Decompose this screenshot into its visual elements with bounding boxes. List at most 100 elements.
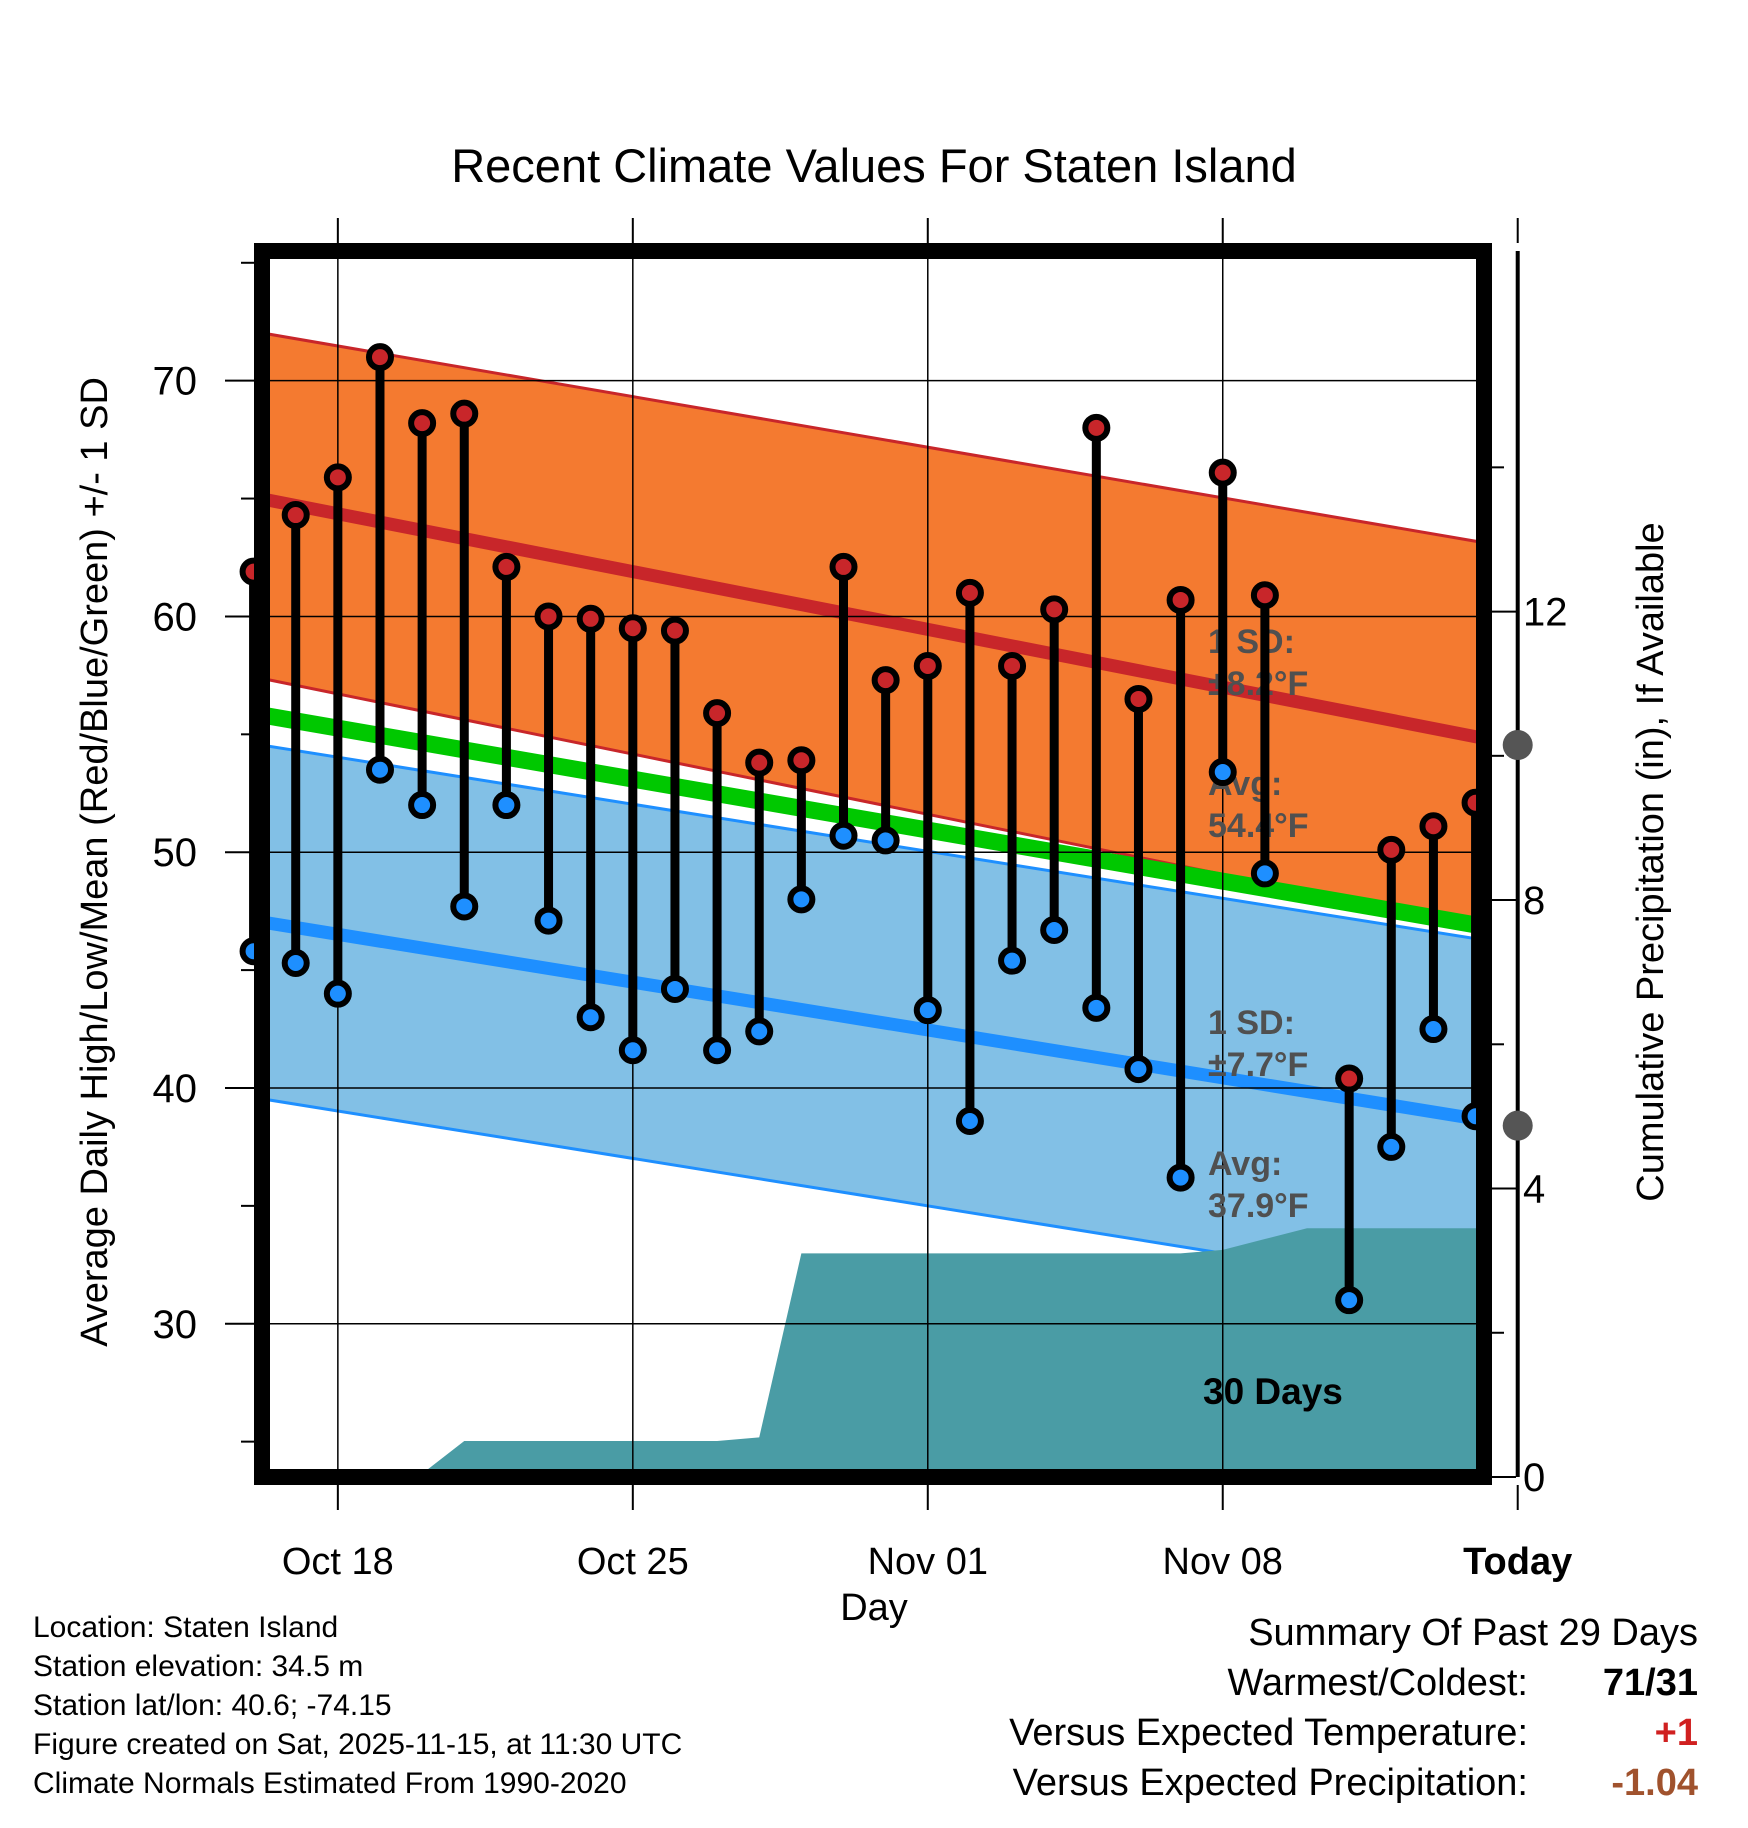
chart-title: Recent Climate Values For Staten Island (451, 139, 1297, 192)
temperature-departure-value: +1 (1654, 1712, 1698, 1754)
station-latlon: Station lat/lon: 40.6; -74.15 (33, 1689, 392, 1722)
daily-high-point (871, 666, 900, 695)
low-avg-line (262, 915, 1484, 1127)
daily-low-point (450, 892, 479, 921)
precipitation-departure-row: Versus Expected Precipitation: -1.04 (798, 1758, 1698, 1808)
daily-low-point (1082, 993, 1111, 1022)
low-sd-value: ±7.7°F (1208, 1046, 1308, 1084)
daily-high-point (1124, 684, 1153, 713)
y2-tick-label: 12 (1523, 591, 1568, 635)
daily-temperature-layer (239, 343, 1490, 1315)
daily-high-point (1166, 585, 1195, 614)
today-period-label: 30 Days (1203, 1371, 1343, 1412)
daily-low-point (618, 1036, 647, 1065)
daily-low-point (365, 755, 394, 784)
y2-tick-label: 4 (1523, 1168, 1545, 1212)
temperature-departure-label: Versus Expected Temperature: (1009, 1712, 1528, 1754)
station-elevation: Station elevation: 34.5 m (33, 1650, 364, 1683)
temperature-departure-row: Versus Expected Temperature: +1 (798, 1708, 1698, 1758)
daily-high-point (534, 602, 563, 631)
daily-high-point (829, 552, 858, 581)
precipitation-layer (262, 1228, 1484, 1477)
daily-low-point (1040, 916, 1069, 945)
plot-frame (254, 243, 1492, 1485)
daily-low-point (1335, 1286, 1364, 1315)
daily-low-point (576, 1003, 605, 1032)
daily-low-point (492, 791, 521, 820)
daily-high-point (408, 409, 437, 438)
y-tick-label: 30 (153, 1303, 198, 1347)
daily-high-point (1040, 595, 1069, 624)
figure-created: Figure created on Sat, 2025-11-15, at 11… (33, 1728, 683, 1761)
y2-tick-label: 8 (1523, 879, 1545, 923)
x-tick-label: Nov 08 (1163, 1541, 1283, 1583)
daily-high-point (281, 501, 310, 530)
high-avg-value: 54.4°F (1208, 807, 1309, 845)
daily-high-point (618, 614, 647, 643)
daily-low-point (1124, 1055, 1153, 1084)
low-avg-value: 37.9°F (1208, 1187, 1309, 1225)
daily-low-point (703, 1036, 732, 1065)
daily-low-point (1208, 758, 1237, 787)
y-tick-label: 40 (153, 1067, 198, 1111)
y2-tick-label: 0 (1523, 1456, 1545, 1500)
station-info: Location: Staten Island Station elevatio… (33, 1608, 682, 1803)
daily-high-point (1082, 413, 1111, 442)
y-tick-label: 60 (153, 595, 198, 639)
low-avg-label: Avg: (1208, 1145, 1282, 1183)
daily-high-point (450, 399, 479, 428)
low-sd-label: 1 SD: (1208, 1004, 1295, 1042)
warmest-coldest-row: Warmest/Coldest: 71/31 (798, 1658, 1698, 1708)
daily-low-point (829, 821, 858, 850)
daily-high-point (913, 651, 942, 680)
daily-low-point (534, 906, 563, 935)
daily-low-point (323, 979, 352, 1008)
x-tick-label: Nov 01 (868, 1541, 988, 1583)
daily-high-point (703, 699, 732, 728)
daily-low-point (1166, 1163, 1195, 1192)
daily-low-point (871, 826, 900, 855)
y2-axis-label: Cumulative Precipitation (in), If Availa… (1630, 522, 1672, 1201)
daily-high-point (1377, 835, 1406, 864)
daily-low-point (660, 974, 689, 1003)
today-low-avg-marker (1502, 1110, 1533, 1141)
daily-high-point (787, 746, 816, 775)
today-high-avg-marker (1502, 729, 1533, 760)
daily-high-point (998, 651, 1027, 680)
daily-low-point (913, 996, 942, 1025)
station-location: Location: Staten Island (33, 1611, 339, 1644)
axes-layer: 30 40 50 60 70 0 4 8 12 Oct 18 Oct 25 Nov 01 Nov 08 T… (153, 218, 1572, 1583)
daily-low-point (408, 791, 437, 820)
summary-panel: Summary Of Past 29 Days Warmest/Coldest:… (798, 1608, 1698, 1808)
daily-high-point (365, 343, 394, 372)
y-tick-label: 70 (153, 360, 198, 404)
precipitation-area (262, 1228, 1484, 1477)
daily-low-point (998, 946, 1027, 975)
daily-high-point (1335, 1064, 1364, 1093)
daily-high-point (1250, 581, 1279, 610)
y-axis-label: Average Daily High/Low/Mean (Red/Blue/Gr… (74, 377, 116, 1347)
today-marker-layer (1502, 251, 1533, 1477)
daily-high-point (492, 552, 521, 581)
daily-high-point (745, 748, 774, 777)
normals-period: Climate Normals Estimated From 1990-2020 (33, 1767, 627, 1800)
x-tick-label: Oct 18 (282, 1541, 394, 1583)
x-tick-label: Today (1463, 1541, 1572, 1583)
x-axis-label: Day (840, 1587, 908, 1629)
daily-low-point (1250, 859, 1279, 888)
summary-title: Summary Of Past 29 Days (1248, 1612, 1698, 1654)
daily-low-point (787, 885, 816, 914)
precipitation-departure-label: Versus Expected Precipitation: (1012, 1762, 1528, 1804)
daily-high-point (576, 604, 605, 633)
daily-low-point (745, 1017, 774, 1046)
daily-high-point (323, 463, 352, 492)
daily-high-point (1419, 812, 1448, 841)
low-sd-band-lower-edge (262, 1097, 1484, 1297)
precipitation-departure-value: -1.04 (1611, 1762, 1698, 1804)
daily-low-point (1377, 1132, 1406, 1161)
y-tick-label: 50 (153, 831, 198, 875)
warmest-coldest-label: Warmest/Coldest: (1227, 1662, 1528, 1704)
daily-high-point (660, 616, 689, 645)
daily-low-point (281, 949, 310, 978)
